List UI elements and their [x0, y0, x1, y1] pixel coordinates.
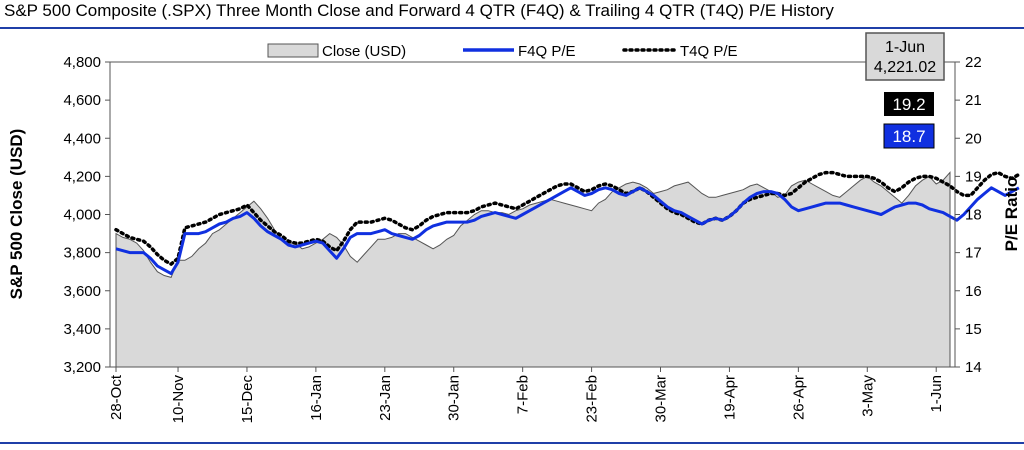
f4q-pe-line: [115, 186, 1020, 276]
left-tick-label: 3,400: [63, 321, 101, 338]
right-tick-label: 15: [965, 321, 982, 338]
x-tick-label: 15-Dec: [239, 375, 256, 424]
left-tick-label: 4,400: [63, 130, 101, 147]
t4q-pe-line: [114, 170, 1021, 266]
left-tick-label: 4,800: [63, 54, 101, 71]
right-tick-label: 14: [965, 359, 982, 376]
right-tick-label: 17: [965, 245, 982, 262]
right-tick-label: 16: [965, 283, 982, 300]
title-rule: [0, 27, 1024, 29]
close-area-layer: [115, 171, 951, 368]
x-tick-label: 7-Feb: [515, 375, 532, 414]
right-tick-label: 20: [965, 130, 982, 147]
legend-label-t4q: T4Q P/E: [680, 43, 738, 60]
x-tick-label: 10-Nov: [170, 375, 187, 424]
f4q-last-box: [883, 123, 935, 149]
left-tick-label: 4,600: [63, 92, 101, 109]
x-axis: 28-Oct 10-Nov 15-Dec 16-Jan 23-Jan 30-Jan 7-Fe…: [108, 367, 945, 423]
f4q-last-badge: 18.7: [883, 123, 935, 149]
pe-lines-layer: [114, 170, 1021, 276]
left-axis: 4,800 4,600 4,400 4,200 4,000 3,800 3,600 3,400…: [63, 54, 110, 376]
x-tick-label: 30-Mar: [653, 375, 670, 423]
chart-title: S&P 500 Composite (.SPX) Three Month Clo…: [4, 1, 834, 20]
left-tick-label: 3,600: [63, 283, 101, 300]
x-tick-label: 16-Jan: [308, 375, 325, 421]
right-axis-title: P/E Ratio: [1002, 177, 1021, 252]
last-close-date: 1-Jun: [885, 39, 925, 56]
last-close-value: 4,221.02: [874, 59, 936, 76]
close-area: [115, 171, 951, 368]
legend-label-f4q: F4Q P/E: [518, 43, 576, 60]
right-tick-label: 19: [965, 168, 982, 185]
last-close-box: [865, 32, 945, 81]
x-tick-label: 23-Feb: [584, 375, 601, 423]
x-tick-label: 26-Apr: [790, 375, 807, 420]
right-tick-label: 21: [965, 92, 982, 109]
left-axis-title: S&P 500 Close (USD): [7, 129, 26, 300]
x-tick-label: 19-Apr: [721, 375, 738, 420]
left-tick-label: 3,200: [63, 359, 101, 376]
left-tick-label: 4,000: [63, 207, 101, 224]
last-close-callout: 1-Jun 4,221.02: [865, 32, 945, 81]
x-tick-label: 23-Jan: [377, 375, 394, 421]
x-tick-label: 1-Jun: [928, 375, 945, 413]
x-tick-label: 3-May: [859, 375, 876, 417]
t4q-last-badge: 19.2: [884, 92, 934, 116]
t4q-last-value: 19.2: [892, 95, 925, 114]
bottom-rule: [0, 442, 1024, 444]
legend-label-close: Close (USD): [322, 43, 406, 60]
x-tick-label: 28-Oct: [108, 374, 125, 420]
left-tick-label: 3,800: [63, 245, 101, 262]
legend-swatch-close: [267, 43, 319, 58]
x-tick-label: 30-Jan: [446, 375, 463, 421]
left-tick-label: 4,200: [63, 168, 101, 185]
right-axis: 22 21 20 19 18 17 16 15 14: [955, 54, 982, 376]
right-tick-label: 18: [965, 207, 982, 224]
legend: Close (USD) F4Q P/E T4Q P/E: [267, 43, 738, 60]
right-tick-label: 22: [965, 54, 982, 71]
f4q-last-value: 18.7: [892, 127, 925, 146]
t4q-last-box: [884, 92, 934, 116]
